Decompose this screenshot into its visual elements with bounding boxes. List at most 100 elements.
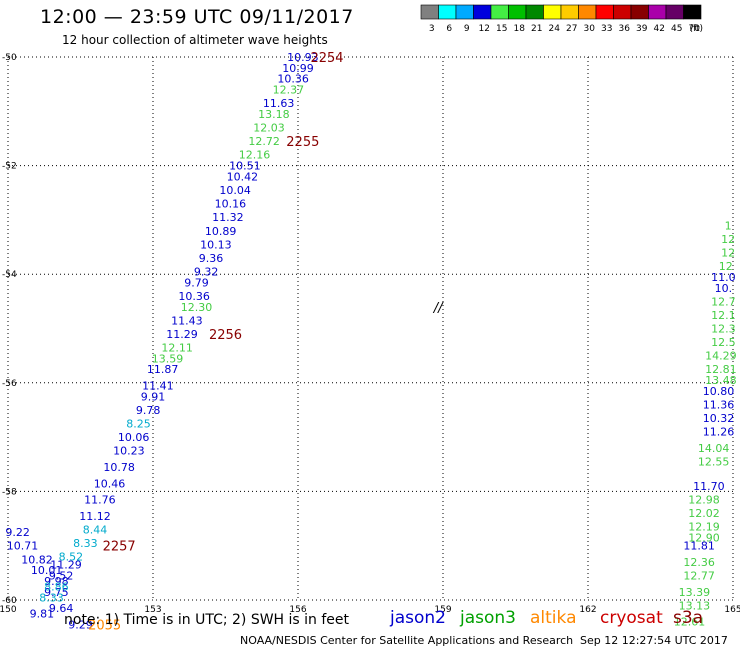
axis-ticks: 150 153 156 159 162 165 -50 -52 -54 -56 -58 -60	[0, 53, 740, 615]
wave-height-point: 13.13	[679, 599, 711, 612]
legend-swatch	[508, 4, 527, 20]
chart-grid	[7, 56, 734, 601]
legend-bin-label: 70	[689, 24, 701, 34]
wave-height-point: 11.63	[263, 97, 295, 110]
legend-swatch	[665, 4, 684, 20]
x-tick-label: 159	[434, 605, 451, 615]
wave-height-point: 10.01	[31, 564, 63, 577]
data-marks: 10.9310.9910.3611.6310.5110.4210.0410.16…	[5, 51, 737, 633]
wave-height-point: 11.81	[683, 540, 715, 553]
wave-height-point: 12.98	[688, 494, 720, 507]
legend-swatch	[525, 4, 544, 20]
wave-height-point: 9.64	[49, 602, 74, 615]
x-tick-label: 162	[579, 605, 596, 615]
mission-label-jason2: jason2	[390, 608, 446, 628]
y-tick-label: -50	[2, 53, 17, 63]
wave-height-point: 12	[719, 260, 733, 273]
wave-height-point: 12.36	[683, 556, 715, 569]
wave-height-point: 8.44	[83, 523, 108, 536]
wave-height-point: 9.81	[30, 608, 55, 621]
wave-height-point: 12.37	[273, 84, 305, 97]
wave-height-point: 11.12	[79, 510, 111, 523]
wave-height-point: 12.7	[711, 295, 736, 308]
y-tick-label: -56	[2, 379, 17, 389]
legend-bin-label: 9	[464, 24, 470, 34]
wave-height-point: 11.36	[703, 399, 735, 412]
legend-bin-label: 15	[496, 24, 507, 34]
y-tick-label: -54	[2, 270, 17, 280]
credit-line: NOAA/NESDIS Center for Satellite Applica…	[240, 634, 574, 647]
time-annotation: 2255	[286, 135, 319, 150]
wave-height-point: 8.33	[39, 591, 64, 604]
legend-unit: (ft)	[689, 24, 703, 34]
generation-timestamp: Sep 12 12:27:54 UTC 2017	[580, 634, 728, 647]
wave-height-point: 10.06	[118, 431, 150, 444]
legend-bin-label: 45	[671, 24, 682, 34]
color-legend: 3 6 9 12 15 18 21 24 27 30 33 36 39 42 45 70(ft)	[420, 4, 703, 34]
wave-height-point: 12.11	[161, 342, 193, 355]
wave-height-point: 9.32	[194, 265, 219, 278]
x-tick-label: 156	[289, 605, 306, 615]
legend-bin-label: 24	[549, 24, 561, 34]
wave-height-point: 12.55	[698, 456, 730, 469]
wave-height-point: 10.46	[94, 477, 126, 490]
legend-swatch	[543, 4, 562, 20]
wave-height-point: 10.23	[113, 445, 145, 458]
wave-height-point: 13.48	[705, 374, 737, 387]
wave-height-point: 13.18	[258, 108, 290, 121]
wave-height-point: 12.77	[683, 570, 715, 583]
wave-height-point: 12	[721, 233, 735, 246]
track-mark: //	[433, 301, 444, 316]
legend-swatch	[613, 4, 632, 20]
wave-height-point: 9.91	[141, 390, 166, 403]
wave-height-point: 11.32	[212, 211, 244, 224]
wave-height-point: 12.1	[711, 309, 736, 322]
footer-note: note: 1) Time is in UTC; 2) SWH is in fe…	[64, 612, 350, 628]
time-annotation: 2055	[88, 618, 121, 633]
wave-height-point: 12.3	[711, 323, 736, 336]
mission-label-s3a: s3a	[673, 608, 704, 628]
x-tick-label: 153	[144, 605, 161, 615]
legend-bin-label: 6	[446, 24, 452, 34]
wave-height-point: 12.61	[674, 616, 706, 629]
wave-height-point: 11.29	[50, 559, 82, 572]
legend-bin-label: 30	[584, 24, 596, 34]
wave-height-point: 11.76	[84, 494, 116, 507]
legend-bin-label: 27	[566, 24, 577, 34]
wave-height-point: 10.82	[21, 553, 53, 566]
legend-bin-label: 18	[514, 24, 526, 34]
wave-height-point: 1	[725, 219, 732, 232]
time-annotation: 2254	[310, 51, 343, 66]
legend-swatch	[560, 4, 579, 20]
wave-height-point: 8.33	[73, 537, 98, 550]
wave-height-point: 12.30	[181, 301, 213, 314]
wave-height-point: 10.89	[205, 225, 237, 238]
x-tick-label: 165	[724, 605, 740, 615]
y-tick-label: -60	[2, 596, 17, 606]
wave-height-point: 11.29	[166, 328, 198, 341]
mission-label-cryosat: cryosat	[600, 608, 663, 628]
wave-height-point: 12	[721, 246, 735, 259]
legend-swatch	[630, 4, 649, 20]
wave-height-point: 11.43	[171, 314, 203, 327]
wave-height-point: 9.22	[5, 526, 30, 539]
wave-height-point: 9.52	[49, 570, 74, 583]
wave-height-point: 10.16	[215, 198, 247, 211]
legend-swatch	[455, 4, 474, 20]
legend-swatch	[473, 4, 492, 20]
legend-bin-label: 12	[479, 24, 490, 34]
wave-height-point: 11.0	[711, 271, 736, 284]
wave-height-point: 10.42	[227, 170, 259, 183]
wave-height-point: 12.5	[711, 336, 736, 349]
legend-swatch	[595, 4, 614, 20]
legend-swatch	[438, 4, 457, 20]
wave-height-point: 10.51	[229, 160, 261, 173]
legend-swatch	[578, 4, 597, 20]
chart-title: 12:00 — 23:59 UTC 09/11/2017	[40, 6, 354, 28]
wave-height-point: 9.29	[68, 618, 93, 631]
wave-height-point: 10.80	[703, 385, 735, 398]
wave-height-point: 14.04	[698, 442, 730, 455]
wave-height-point: 12.03	[253, 122, 285, 135]
wave-height-point: 8.25	[126, 418, 151, 431]
wave-height-point: 9.98	[44, 575, 69, 588]
